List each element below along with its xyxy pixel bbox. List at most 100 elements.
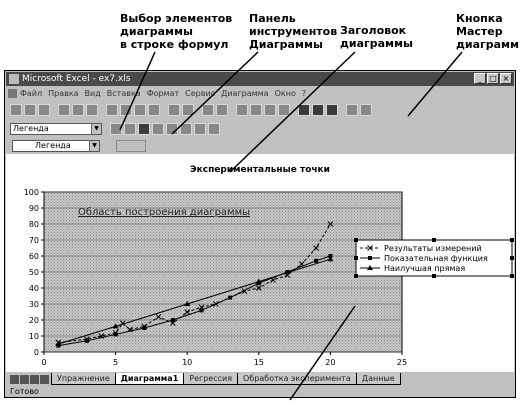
chart-wizard-icon[interactable] (298, 104, 310, 116)
chevron-down-icon[interactable]: ▼ (89, 141, 99, 151)
format-painter-icon[interactable] (148, 104, 160, 116)
next-sheet-icon[interactable] (30, 374, 39, 384)
tab-uprazhnenie[interactable]: Упражнение (51, 373, 116, 385)
chart-sheet[interactable]: Экспериментальные точки 0 10 20 30 40 50 60 70 8… (6, 154, 514, 372)
callout-chart-wizard: Кнопка Мастер диаграмм (456, 12, 519, 51)
chart-canvas[interactable]: Экспериментальные точки 0102030405060708… (6, 154, 514, 372)
hyperlink-icon[interactable] (202, 104, 214, 116)
data-point (113, 332, 118, 337)
callout-line: Мастер (456, 25, 503, 38)
name-box-value: Легенда (35, 141, 71, 150)
maximize-button[interactable]: □ (487, 73, 499, 84)
tab-dannye[interactable]: Данные (355, 373, 401, 385)
y-tick-label: 60 (29, 252, 39, 261)
data-point (84, 338, 89, 343)
spelling-icon[interactable] (86, 104, 98, 116)
menu-chart[interactable]: Диаграмма (221, 89, 269, 98)
prev-sheet-icon[interactable] (20, 374, 29, 384)
data-table-icon[interactable] (152, 123, 164, 135)
y-tick-label: 90 (29, 204, 39, 213)
menu-insert[interactable]: Вставка (106, 89, 141, 98)
menu-edit[interactable]: Правка (48, 89, 79, 98)
callout-line: диаграмм (456, 38, 520, 51)
legend-entry: Наилучшая прямая (384, 264, 465, 273)
sort-ascending-icon[interactable] (264, 104, 276, 116)
zoom-icon[interactable] (346, 104, 358, 116)
status-bar: Готово (6, 386, 514, 397)
menu-window[interactable]: Окно (274, 89, 296, 98)
workbook-icon (8, 89, 17, 98)
y-tick-label: 80 (29, 220, 39, 229)
by-column-icon[interactable] (180, 123, 192, 135)
sort-descending-icon[interactable] (278, 104, 290, 116)
paste-icon[interactable] (134, 104, 146, 116)
by-row-icon[interactable] (166, 123, 178, 135)
open-file-icon[interactable] (24, 104, 36, 116)
data-point (314, 258, 319, 263)
data-point (327, 256, 334, 262)
legend-entry: Показательная функция (384, 254, 488, 263)
angle-text-up-icon[interactable] (208, 123, 220, 135)
last-sheet-icon[interactable] (40, 374, 49, 384)
menu-bar: Файл Правка Вид Вставка Формат Сервис Ди… (6, 87, 514, 100)
excel-window: Microsoft Excel - ex7.xls _ □ × Файл Пра… (4, 70, 516, 398)
office-assistant-icon[interactable] (360, 104, 372, 116)
copy-icon[interactable] (120, 104, 132, 116)
chart-element-name-box[interactable]: Легенда ▼ (12, 140, 100, 152)
chart-objects-value: Легенда (13, 124, 49, 133)
y-tick-label: 70 (29, 236, 39, 245)
format-selected-icon[interactable] (110, 123, 122, 135)
save-icon[interactable] (38, 104, 50, 116)
autosum-icon[interactable] (236, 104, 248, 116)
first-sheet-icon[interactable] (10, 374, 19, 384)
tab-obrabotka[interactable]: Обработка эксперимента (237, 373, 357, 385)
drawing-icon[interactable] (326, 104, 338, 116)
redo-icon[interactable] (182, 104, 194, 116)
cut-icon[interactable] (106, 104, 118, 116)
data-point (255, 285, 262, 291)
tab-diagramma1[interactable]: Диаграмма1 (114, 373, 185, 385)
print-icon[interactable] (58, 104, 70, 116)
formula-input[interactable] (116, 140, 146, 152)
data-point (184, 301, 191, 306)
legend-icon[interactable] (138, 123, 150, 135)
x-tick-label: 25 (397, 358, 407, 367)
standard-toolbar (6, 101, 514, 119)
data-point (199, 308, 204, 313)
map-icon[interactable] (312, 104, 324, 116)
callout-line: в строке формул (120, 38, 229, 51)
y-tick-label: 50 (29, 268, 39, 277)
x-tick-label: 15 (254, 358, 264, 367)
web-toolbar-icon[interactable] (216, 104, 228, 116)
x-tick-label: 5 (113, 358, 118, 367)
plot-area-label: Область построения диаграммы (78, 207, 250, 218)
sheet-tab-bar: Упражнение Диаграмма1 Регрессия Обработк… (6, 373, 514, 385)
angle-text-down-icon[interactable] (194, 123, 206, 135)
chart-title[interactable]: Экспериментальные точки (190, 165, 330, 175)
function-icon[interactable] (250, 104, 262, 116)
selection-handle (354, 238, 358, 242)
menu-tools[interactable]: Сервис (185, 89, 216, 98)
menu-format[interactable]: Формат (146, 89, 180, 98)
minimize-button[interactable]: _ (474, 73, 486, 84)
tab-regressiya[interactable]: Регрессия (183, 373, 239, 385)
print-preview-icon[interactable] (72, 104, 84, 116)
selection-handle (432, 274, 436, 278)
selection-handle (354, 274, 358, 278)
menu-view[interactable]: Вид (84, 89, 101, 98)
chart-type-icon[interactable] (124, 123, 136, 135)
new-file-icon[interactable] (10, 104, 22, 116)
y-tick-label: 30 (29, 300, 39, 309)
close-button[interactable]: × (500, 73, 512, 84)
undo-icon[interactable] (168, 104, 180, 116)
data-point (142, 326, 147, 330)
callout-line: Заголовок (340, 24, 407, 37)
data-point (367, 265, 373, 270)
chart-objects-combo[interactable]: Легенда ▼ (10, 123, 102, 135)
data-point (170, 318, 175, 322)
menu-file[interactable]: Файл (20, 89, 43, 98)
chevron-down-icon[interactable]: ▼ (91, 124, 101, 134)
data-point (285, 270, 290, 274)
menu-help[interactable]: ? (301, 89, 307, 98)
status-text: Готово (10, 387, 39, 396)
